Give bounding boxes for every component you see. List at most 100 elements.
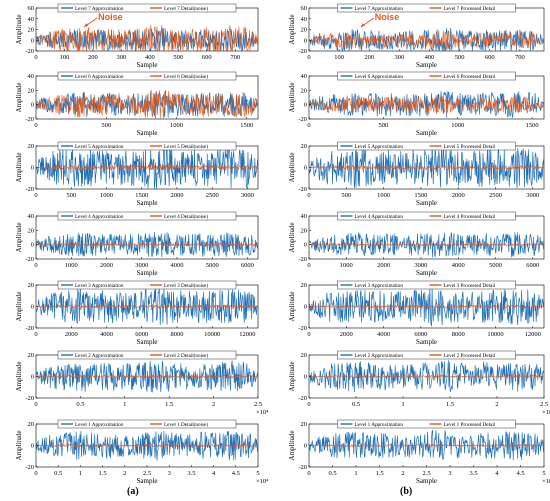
x-tick-label-right-row5-3: 6000: [414, 331, 427, 338]
x-tick-label-right-row5-6: 12000: [525, 331, 541, 338]
legend-box-left-row5: [57, 280, 237, 290]
legend-label-left-row5-1: Level 3 Detail(noise): [164, 282, 208, 289]
y-tick-label-right-row6-1: 0: [304, 374, 307, 381]
y-axis-label-right-row7: Amplitude: [288, 431, 296, 461]
legend-box-left-row3: [57, 141, 237, 151]
x-tick-label-left-row4-1: 1000: [65, 262, 78, 269]
y-tick-label-left-row3-0: -20: [25, 186, 34, 193]
x-tick-label-right-row7-0: 0: [307, 470, 310, 477]
y-tick-label-right-row5-2: 20: [301, 282, 308, 289]
y-tick-label-left-row4-1: 0: [31, 242, 34, 249]
y-tick-label-left-row2-2: 20: [28, 87, 35, 94]
x-tick-label-right-row7-9: 4.5: [516, 470, 524, 477]
y-tick-label-left-row6-0: -20: [25, 395, 34, 402]
x-tick-label-left-row4-3: 3000: [135, 262, 148, 269]
x-tick-label-left-row1-5: 500: [173, 54, 183, 61]
legend-box-right-row1: [337, 3, 516, 13]
series-line-right-row6-0: [308, 360, 545, 393]
x-tick-label-left-row1-6: 600: [202, 54, 212, 61]
x-tick-label-left-row6-0: 0: [34, 401, 37, 408]
x-tick-label-left-row2-0: 0: [34, 122, 37, 129]
x-tick-label-right-row5-0: 0: [307, 331, 310, 338]
x-tick-label-left-row5-5: 10000: [204, 331, 220, 338]
series-line-right-row4-0: [308, 232, 545, 258]
series-line-right-row7-1: [308, 444, 545, 447]
series-line-right-row3-0: [308, 145, 545, 188]
x-tick-label-left-row1-1: 100: [60, 54, 70, 61]
x-tick-label-left-row6-3: 1.5: [165, 401, 173, 408]
legend-box-right-row6: [337, 350, 516, 360]
y-axis-label-left-row6: Amplitude: [15, 362, 23, 392]
x-tick-label-left-row5-4: 8000: [170, 331, 183, 338]
series-line-left-row4-1: [35, 242, 259, 247]
y-tick-label-right-row7-1: 0: [304, 443, 307, 450]
x-tick-label-left-row7-5: 2.5: [143, 470, 151, 477]
series-line-right-row7-0: [308, 430, 545, 461]
x-tick-label-right-row6-2: 1: [401, 401, 404, 408]
x-axis-label-left-row1: Sample: [137, 61, 158, 69]
legend-label-right-row5-0: Level 3 Approximation: [355, 283, 404, 289]
series-line-right-row6-1: [308, 374, 545, 378]
legend-box-left-row6: [57, 350, 237, 360]
legend-label-right-row5-1: Level 3 Processed Detail: [444, 283, 496, 289]
x-axis-label-left-row5: Sample: [137, 338, 158, 346]
y-tick-label-right-row6-2: 20: [301, 352, 308, 359]
y-tick-label-left-row1-2: 20: [28, 27, 35, 34]
series-line-left-row7-1: [35, 443, 259, 448]
x-tick-label-left-row3-6: 3000: [241, 192, 254, 199]
y-tick-label-right-row4-3: 40: [301, 213, 308, 220]
x-tick-label-right-row3-4: 2000: [452, 192, 465, 199]
y-tick-label-left-row4-0: -20: [25, 256, 34, 263]
legend-box-right-row3: [337, 141, 516, 151]
y-tick-label-left-row1-3: 40: [28, 16, 35, 23]
x-tick-label-left-row3-3: 1500: [135, 192, 148, 199]
x-tick-label-right-row1-4: 400: [425, 54, 435, 61]
x-tick-label-left-row1-7: 700: [230, 54, 240, 61]
y-tick-label-right-row3-0: -20: [298, 186, 307, 193]
y-axis-label-right-row2: Amplitude: [288, 83, 296, 113]
y-tick-label-left-row5-2: 20: [28, 282, 35, 289]
legend-box-right-row7: [337, 419, 516, 429]
x-tick-label-right-row2-2: 1000: [451, 122, 464, 129]
x-tick-label-left-row5-0: 0: [34, 331, 37, 338]
series-line-left-row2-1: [35, 89, 259, 120]
x-tick-label-right-row7-2: 1: [354, 470, 357, 477]
y-tick-label-left-row2-3: 40: [28, 73, 35, 80]
x-tick-label-right-row6-5: 2.5: [540, 401, 548, 408]
y-tick-label-right-row4-0: -20: [298, 256, 307, 263]
series-line-left-row7-0: [35, 430, 259, 461]
y-tick-label-left-row3-1: 0: [31, 165, 34, 172]
x-tick-label-left-row1-3: 300: [117, 54, 127, 61]
x-tick-label-left-row5-2: 4000: [100, 331, 113, 338]
x-tick-label-right-row5-1: 2000: [340, 331, 353, 338]
x-tick-label-right-row7-7: 3.5: [469, 470, 477, 477]
x-tick-label-right-row2-3: 1500: [526, 122, 539, 129]
annotation-right-row1: Noise: [375, 12, 400, 22]
x-axis-label-left-row7: Sample: [137, 477, 158, 485]
legend-label-right-row2-1: Level 6 Processed Detail: [444, 74, 496, 80]
x-tick-label-right-row5-5: 10000: [487, 331, 503, 338]
x-axis-label-right-row4: Sample: [416, 269, 437, 277]
x-axis-label-right-row2: Sample: [416, 129, 437, 137]
series-line-right-row1-0: [308, 28, 545, 52]
x-axis-label-right-row5: Sample: [416, 338, 437, 346]
y-tick-label-left-row4-3: 40: [28, 213, 35, 220]
series-line-right-row3-1: [308, 165, 545, 171]
legend-label-left-row4-1: Level 4 Detail(noise): [164, 213, 208, 220]
y-tick-label-right-row1-0: -20: [298, 48, 307, 55]
series-line-left-row5-1: [35, 304, 259, 309]
x-tick-label-right-row7-10: 5: [542, 470, 545, 477]
legend-label-right-row6-0: Level 2 Approximation: [355, 353, 404, 359]
x-tick-label-right-row3-5: 2500: [489, 192, 502, 199]
x-tick-label-left-row4-6: 6000: [241, 262, 254, 269]
x-tick-label-left-row7-8: 4: [212, 470, 216, 477]
x-tick-label-right-row4-0: 0: [307, 262, 310, 269]
y-tick-label-right-row6-0: -20: [298, 395, 307, 402]
x-tick-label-right-row2-1: 500: [378, 122, 388, 129]
y-axis-label-right-row6: Amplitude: [288, 362, 296, 392]
series-line-right-row2-0: [308, 91, 545, 119]
x-tick-label-left-row7-6: 3: [168, 470, 171, 477]
x-tick-label-left-row7-2: 1: [79, 470, 82, 477]
x-tick-label-right-row3-3: 1500: [414, 192, 427, 199]
x-tick-label-left-row4-4: 4000: [170, 262, 183, 269]
